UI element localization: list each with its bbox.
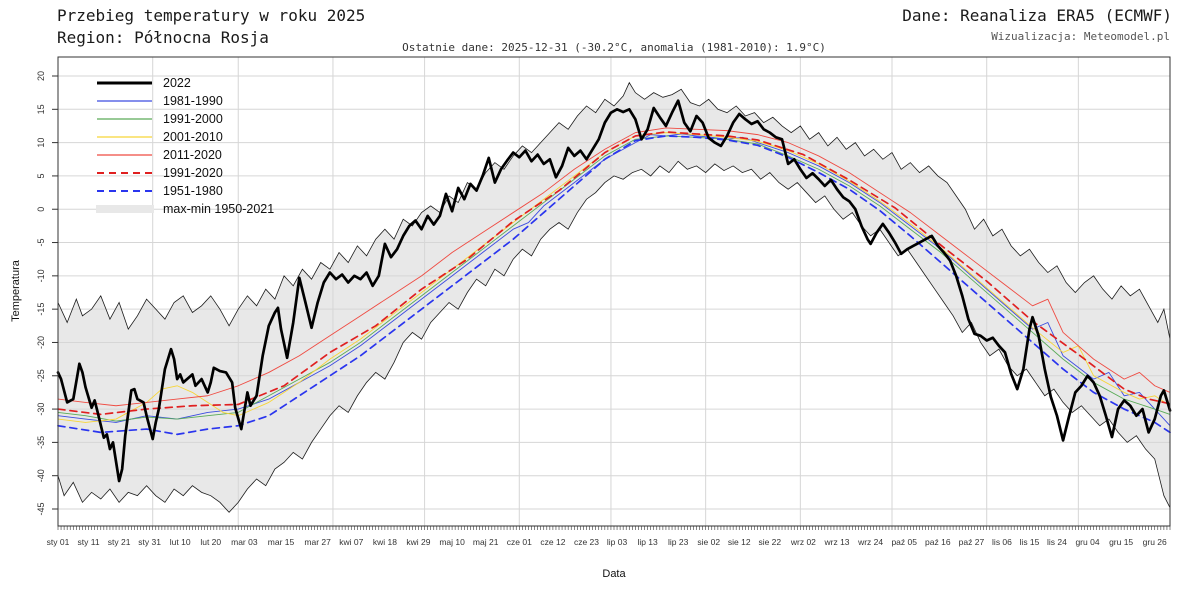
x-tick-label: sty 21 xyxy=(108,537,131,547)
x-tick-label: mar 03 xyxy=(231,537,258,547)
x-tick-label: lip 03 xyxy=(607,537,628,547)
y-tick-label: 20 xyxy=(36,71,46,81)
x-tick-label: paź 16 xyxy=(925,537,951,547)
x-tick-label: lut 10 xyxy=(170,537,191,547)
x-tick-label: sty 31 xyxy=(138,537,161,547)
x-tick-label: paź 27 xyxy=(959,537,985,547)
legend-label: 2001-2010 xyxy=(163,130,223,144)
x-tick-label: mar 27 xyxy=(304,537,331,547)
x-tick-label: sie 02 xyxy=(697,537,720,547)
x-tick-label: lis 24 xyxy=(1047,537,1067,547)
gridlines xyxy=(57,57,1170,526)
band-max-line xyxy=(57,81,1171,340)
series-1991-2020 xyxy=(57,131,1171,416)
x-tick-label: wrz 13 xyxy=(823,537,849,547)
y-tick-label: 5 xyxy=(36,173,46,178)
y-tick-label: -40 xyxy=(36,469,46,482)
y-tick-label: -20 xyxy=(36,336,46,349)
series-1951-1980 xyxy=(57,135,1171,436)
legend: 2022 1981-1990 1991-2000 2001-2010 2011-2020… xyxy=(96,76,274,216)
x-tick-label: lut 20 xyxy=(200,537,221,547)
legend-label: 2022 xyxy=(163,76,191,90)
page-title: Przebieg temperatury w roku 2025 xyxy=(57,6,366,25)
legend-label: 1991-2000 xyxy=(163,112,223,126)
axes: 20 15 10 5 0 -5 -10 -15 -20 -25 -30 -35 -40 -45 sty 01… xyxy=(36,71,1171,547)
x-tick-label: sty 11 xyxy=(78,537,100,547)
x-tick-label: lis 15 xyxy=(1020,537,1040,547)
x-tick-label: sty 01 xyxy=(47,537,70,547)
x-tick-label: sie 22 xyxy=(758,537,781,547)
x-tick-label: gru 15 xyxy=(1109,537,1133,547)
series-2022 xyxy=(56,99,1172,483)
x-tick-label: paź 05 xyxy=(891,537,917,547)
series-lines xyxy=(56,99,1172,483)
data-source-label: Dane: Reanaliza ERA5 (ECMWF) xyxy=(902,6,1172,25)
legend-label: max-min 1950-2021 xyxy=(163,202,274,216)
y-tick-label: -10 xyxy=(36,269,46,282)
y-tick-label: -45 xyxy=(36,502,46,515)
x-tick-label: kwi 07 xyxy=(339,537,363,547)
y-tick-label: 10 xyxy=(36,138,46,148)
x-tick-label: lip 23 xyxy=(668,537,689,547)
legend-label: 1951-1980 xyxy=(163,184,223,198)
x-tick-label: maj 21 xyxy=(473,537,499,547)
legend-band-swatch xyxy=(96,205,154,213)
series-2011-2020 xyxy=(57,127,1171,407)
x-tick-label: wrz 24 xyxy=(857,537,883,547)
x-tick-label: cze 01 xyxy=(507,537,532,547)
y-tick-label: -5 xyxy=(36,239,46,247)
x-axis-title: Data xyxy=(602,568,626,580)
x-tick-label: kwi 18 xyxy=(373,537,397,547)
y-tick-label: -30 xyxy=(36,403,46,416)
band-edges xyxy=(57,81,1171,513)
x-tick-label: lip 13 xyxy=(637,537,658,547)
legend-label: 2011-2020 xyxy=(163,148,222,162)
legend-label: 1991-2020 xyxy=(163,166,223,180)
series-1981-1990 xyxy=(57,133,1171,427)
x-tick-label: gru 04 xyxy=(1075,537,1099,547)
x-tick-label: lis 06 xyxy=(992,537,1012,547)
y-tick-label: -35 xyxy=(36,436,46,449)
visualization-credit: Wizualizacja: Meteomodel.pl xyxy=(991,30,1170,43)
last-data-subtitle: Ostatnie dane: 2025-12-31 (-30.2°C, anom… xyxy=(402,41,826,54)
legend-label: 1981-1990 xyxy=(163,94,223,108)
region-subtitle: Region: Północna Rosja xyxy=(57,28,269,47)
plot-border xyxy=(57,56,1171,527)
x-tick-label: gru 26 xyxy=(1143,537,1167,547)
x-tick-label: kwi 29 xyxy=(406,537,430,547)
x-tick-label: cze 12 xyxy=(540,537,565,547)
y-tick-label: -15 xyxy=(36,303,46,316)
band-min-line xyxy=(57,160,1171,513)
x-tick-label: maj 10 xyxy=(439,537,465,547)
x-tick-label: cze 23 xyxy=(574,537,599,547)
y-tick-label: 15 xyxy=(36,104,46,114)
y-tick-label: -25 xyxy=(36,369,46,382)
x-tick-label: wrz 02 xyxy=(790,537,816,547)
x-tick-label: sie 12 xyxy=(728,537,751,547)
y-tick-label: 0 xyxy=(36,207,46,212)
y-axis-title: Temperatura xyxy=(10,260,22,322)
x-tick-label: mar 15 xyxy=(268,537,295,547)
